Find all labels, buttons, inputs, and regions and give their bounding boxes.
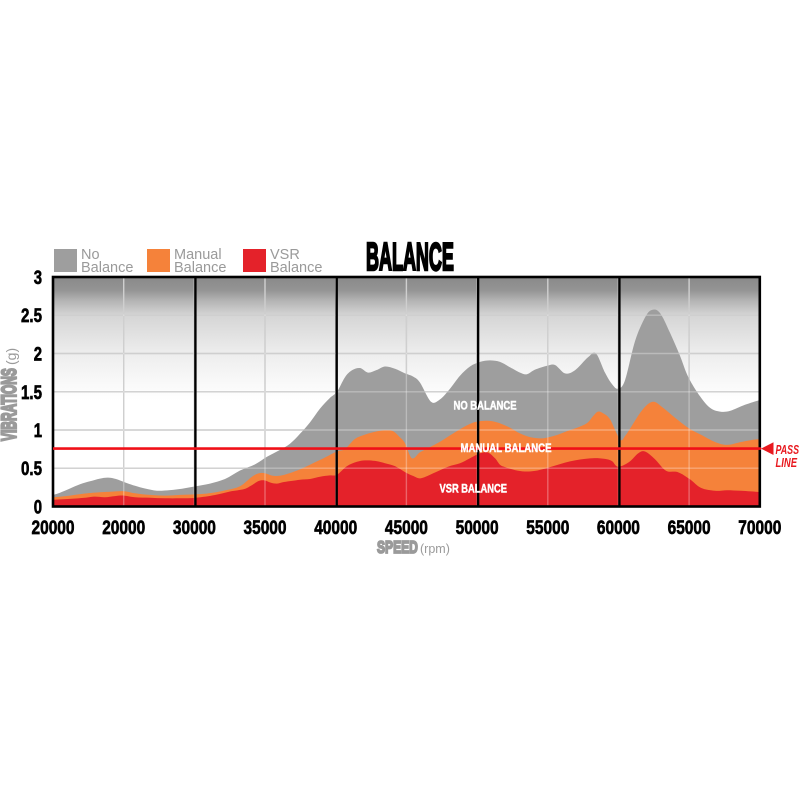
svg-text:(rpm): (rpm)	[420, 542, 450, 556]
svg-text:VSR BALANCE: VSR BALANCE	[440, 483, 508, 496]
svg-text:3: 3	[34, 267, 42, 289]
svg-text:No: No	[81, 247, 100, 263]
svg-text:20000: 20000	[32, 517, 75, 539]
svg-text:VSR: VSR	[270, 247, 300, 263]
svg-text:LINE: LINE	[776, 456, 798, 470]
svg-text:35000: 35000	[244, 517, 287, 539]
svg-text:45000: 45000	[385, 517, 428, 539]
svg-text:BALANCE: BALANCE	[366, 237, 454, 279]
svg-text:NO BALANCE: NO BALANCE	[454, 400, 517, 413]
svg-text:VIBRATIONS: VIBRATIONS	[0, 368, 21, 441]
svg-text:1: 1	[34, 420, 42, 442]
svg-text:SPEED: SPEED	[377, 538, 418, 558]
svg-text:(g): (g)	[3, 348, 19, 365]
svg-text:55000: 55000	[526, 517, 569, 539]
svg-text:2.5: 2.5	[21, 305, 42, 327]
svg-text:Balance: Balance	[81, 260, 133, 276]
svg-text:30000: 30000	[173, 517, 216, 539]
svg-text:2: 2	[34, 344, 42, 366]
svg-text:Manual: Manual	[174, 247, 222, 263]
svg-text:0: 0	[34, 497, 42, 519]
svg-text:MANUAL BALANCE: MANUAL BALANCE	[461, 442, 552, 455]
svg-text:PASS: PASS	[776, 443, 800, 457]
svg-text:65000: 65000	[668, 517, 711, 539]
svg-text:50000: 50000	[456, 517, 499, 539]
svg-text:70000: 70000	[738, 517, 781, 539]
svg-text:Balance: Balance	[174, 260, 226, 276]
svg-text:40000: 40000	[314, 517, 357, 539]
svg-text:60000: 60000	[597, 517, 640, 539]
svg-text:20000: 20000	[102, 517, 145, 539]
svg-text:0.5: 0.5	[21, 458, 42, 480]
svg-text:1.5: 1.5	[21, 382, 42, 404]
svg-text:Balance: Balance	[270, 260, 322, 276]
